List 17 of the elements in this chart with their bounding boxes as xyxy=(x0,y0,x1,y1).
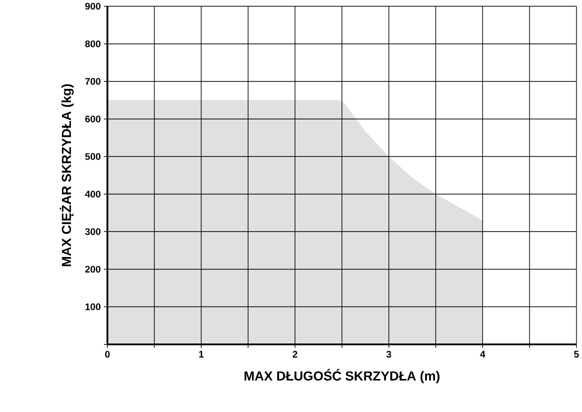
x-tick-label: 1 xyxy=(199,351,204,358)
y-axis-title: MAX CIĘŻAR SKRZYDŁA (kg) xyxy=(60,84,74,266)
y-tick-label: 300 xyxy=(85,228,100,236)
x-tick-label: 5 xyxy=(574,351,579,358)
y-tick-label: 900 xyxy=(85,3,100,10)
x-tick-label: 0 xyxy=(105,351,110,358)
y-tick-label: 700 xyxy=(85,78,100,85)
y-tick-label: 200 xyxy=(85,266,100,273)
x-axis-title: MAX DŁUGOŚĆ SKRZYDŁA (m) xyxy=(244,369,440,384)
x-tick-label: 3 xyxy=(386,351,392,358)
y-tick-label: 500 xyxy=(85,153,100,160)
y-tick-label: 400 xyxy=(85,190,100,198)
x-tick-label: 4 xyxy=(480,351,486,358)
x-tick-label: 2 xyxy=(292,351,298,358)
y-tick-label: 100 xyxy=(85,304,100,310)
y-tick-label: 600 xyxy=(85,116,100,123)
y-tick-label: 800 xyxy=(85,40,100,48)
